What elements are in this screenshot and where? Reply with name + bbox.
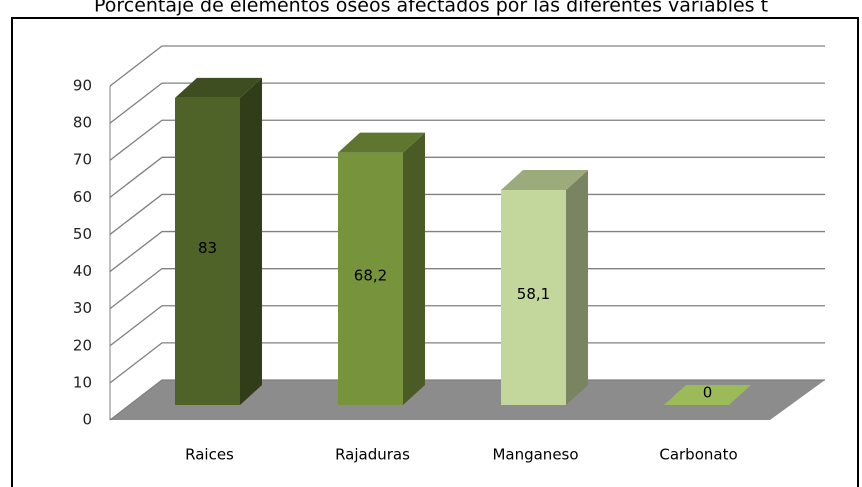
bar-top <box>175 77 262 98</box>
floor <box>110 380 825 420</box>
grid-line <box>109 82 825 124</box>
bar <box>664 385 751 405</box>
y-tick-label: 30 <box>73 299 92 317</box>
bar-top <box>338 132 425 153</box>
bars: 83 68,2 58,1 0 <box>175 77 751 406</box>
grid-line <box>109 156 825 198</box>
y-tick-label: 0 <box>82 411 92 429</box>
bar <box>175 97 240 406</box>
value-label: 83 <box>198 239 217 257</box>
grid-line <box>109 230 825 273</box>
y-tick-label: 90 <box>73 77 92 95</box>
grid-line <box>109 119 825 161</box>
bar <box>501 190 566 405</box>
grid-line <box>109 268 825 310</box>
y-tick-label: 40 <box>73 262 92 280</box>
x-tick-label: Rajaduras <box>335 446 410 464</box>
grid-line <box>109 305 825 347</box>
bar-top <box>501 170 588 191</box>
x-tick-label: Raices <box>185 446 234 464</box>
bar-side <box>403 132 425 405</box>
value-label: 58,1 <box>517 285 550 303</box>
y-tick-label: 70 <box>73 151 92 169</box>
grid-line <box>109 193 825 235</box>
grid-line <box>109 379 825 421</box>
value-label: 0 <box>703 384 713 402</box>
grid-line <box>109 342 825 384</box>
x-tick-label: Carbonato <box>659 446 737 464</box>
y-tick-label: 60 <box>73 188 92 206</box>
value-label: 68,2 <box>354 266 387 284</box>
x-tick-label: Manganeso <box>492 446 578 464</box>
grid <box>109 45 825 421</box>
y-tick-label: 20 <box>73 336 92 354</box>
bar-side <box>566 170 588 405</box>
y-tick-label: 80 <box>73 114 92 132</box>
chart-title: Porcentaje de elementos óseos afectados … <box>94 0 768 17</box>
grid-line <box>109 45 825 87</box>
y-tick-label: 10 <box>73 373 92 391</box>
y-tick-label: 50 <box>73 225 92 243</box>
bar-side <box>240 77 262 406</box>
bar <box>338 152 403 405</box>
